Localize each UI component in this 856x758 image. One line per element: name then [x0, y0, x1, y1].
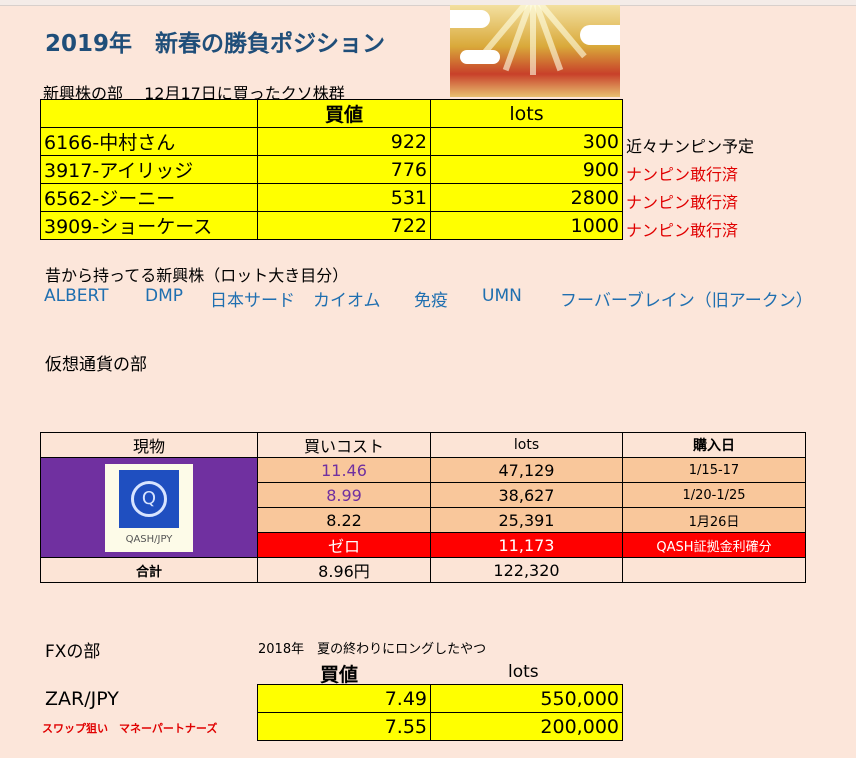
stock-name[interactable]: 3909-ショーケース	[40, 211, 258, 240]
stock-lots[interactable]: 2800	[430, 183, 623, 212]
header-cost: 買いコスト	[257, 432, 431, 458]
crypto-lots[interactable]: 38,627	[430, 482, 623, 508]
crypto-label: 仮想通貨の部	[45, 355, 147, 375]
sheet-gridline	[0, 0, 856, 6]
crypto-lots[interactable]: 25,391	[430, 507, 623, 533]
fx-price[interactable]: 7.49	[257, 684, 431, 713]
crypto-date[interactable]: QASH証拠金利確分	[622, 532, 806, 558]
header-name	[40, 99, 258, 128]
crypto-date[interactable]: 1月26日	[622, 507, 806, 533]
old-stock-item: DMP	[145, 286, 184, 306]
stock-price[interactable]: 722	[257, 211, 431, 240]
qash-logo-text: QASH/JPY	[125, 533, 173, 545]
crypto-cost[interactable]: 11.46	[257, 457, 431, 483]
crypto-lots[interactable]: 47,129	[430, 457, 623, 483]
old-stock-item: 免疫	[414, 291, 448, 311]
page-title: 2019年 新春の勝負ポジション	[45, 31, 386, 57]
new-year-illustration	[450, 5, 620, 97]
qash-logo: Q QASH/JPY	[105, 463, 193, 552]
old-stocks-label: 昔から持ってる新興株（ロット大き目分）	[45, 266, 349, 285]
header-price: 買値	[257, 99, 431, 128]
fx-lots[interactable]: 200,000	[430, 712, 623, 741]
emerging-stocks-table: 買値 lots 6166-中村さん 922 300 3917-アイリッジ 776 900 …	[40, 99, 623, 240]
old-stock-item: 日本サード	[210, 291, 295, 311]
header-spot: 現物	[40, 432, 258, 458]
crypto-cost[interactable]: ゼロ	[257, 532, 431, 558]
table-row: 3917-アイリッジ 776 900	[40, 155, 623, 184]
fx-subtitle: 2018年 夏の終わりにロングしたやつ	[258, 642, 487, 657]
stock-name[interactable]: 6166-中村さん	[40, 127, 258, 156]
fx-note: スワップ狙い マネーパートナーズ	[42, 722, 218, 735]
fx-table: 7.49 550,000 7.55 200,000	[257, 684, 623, 741]
fx-price[interactable]: 7.55	[257, 712, 431, 741]
total-lots[interactable]: 122,320	[430, 557, 623, 583]
fx-header-price: 買値	[320, 664, 359, 686]
stock-note: 近々ナンピン予定	[626, 137, 755, 156]
header-lots: lots	[430, 432, 623, 458]
crypto-date[interactable]: 1/15-17	[622, 457, 806, 483]
old-stock-item: ALBERT	[44, 286, 109, 306]
stock-lots[interactable]: 300	[430, 127, 623, 156]
total-label: 合計	[40, 557, 258, 583]
stock-price[interactable]: 922	[257, 127, 431, 156]
table-row: 7.55 200,000	[257, 712, 623, 741]
old-stock-item: フーバーブレイン（旧アークン）	[560, 291, 813, 311]
crypto-table: 現物 買いコスト lots 購入日 Q QASH/JPY 11.46 47,129 1/1…	[40, 432, 806, 583]
stock-note: ナンピン敢行済	[626, 193, 739, 212]
stock-price[interactable]: 776	[257, 155, 431, 184]
stock-note: ナンピン敢行済	[626, 221, 739, 240]
old-stock-item: カイオム	[313, 291, 381, 311]
table-row: 3909-ショーケース 722 1000	[40, 211, 623, 240]
total-empty[interactable]	[622, 557, 806, 583]
stock-lots[interactable]: 1000	[430, 211, 623, 240]
fx-label: FXの部	[45, 642, 101, 662]
crypto-lots[interactable]: 11,173	[430, 532, 623, 558]
fx-header-lots: lots	[508, 662, 539, 682]
fx-lots[interactable]: 550,000	[430, 684, 623, 713]
stock-name[interactable]: 6562-ジーニー	[40, 183, 258, 212]
crypto-date[interactable]: 1/20-1/25	[622, 482, 806, 508]
stock-lots[interactable]: 900	[430, 155, 623, 184]
fx-pair: ZAR/JPY	[45, 688, 119, 710]
total-cost[interactable]: 8.96円	[257, 557, 431, 583]
crypto-cost[interactable]: 8.22	[257, 507, 431, 533]
table-row: 6562-ジーニー 531 2800	[40, 183, 623, 212]
qash-logo-cell: Q QASH/JPY	[40, 457, 258, 558]
header-lots: lots	[430, 99, 623, 128]
stock-note: ナンピン敢行済	[626, 165, 739, 184]
crypto-cost[interactable]: 8.99	[257, 482, 431, 508]
header-date: 購入日	[622, 432, 806, 458]
emerging-subtitle: 新興株の部 12月17日に買ったクソ株群	[43, 84, 345, 103]
table-row: 7.49 550,000	[257, 684, 623, 713]
table-row: 6166-中村さん 922 300	[40, 127, 623, 156]
stock-name[interactable]: 3917-アイリッジ	[40, 155, 258, 184]
qash-icon: Q	[119, 469, 179, 528]
old-stock-item: UMN	[482, 286, 522, 306]
stock-price[interactable]: 531	[257, 183, 431, 212]
